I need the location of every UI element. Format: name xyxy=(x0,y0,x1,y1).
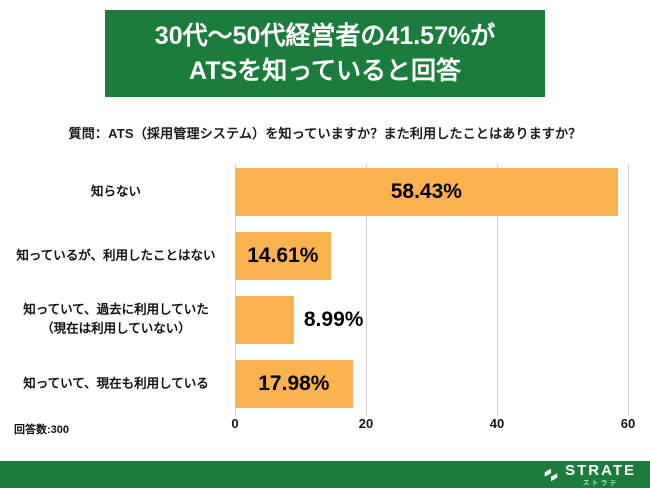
survey-question: 質問：ATS（採用管理システム）を知っていますか？また利用したことはありますか？ xyxy=(68,126,582,141)
grid-line xyxy=(496,164,498,416)
bar-row: 知っているが、利用したことはない 14.61% xyxy=(16,232,628,280)
x-axis-tick: 0 xyxy=(231,416,239,431)
headline-line2: ATSを知っていると回答 xyxy=(189,56,461,85)
bar-rows: 知らない 58.43% 知っているが、利用したことはない 14.61% 知ってい… xyxy=(16,168,628,408)
category-label-line1: 知っているが、利用したことはない xyxy=(16,248,216,263)
grid-line xyxy=(365,164,367,416)
category-label-line2: （現在は利用していない） xyxy=(41,322,191,336)
bar xyxy=(235,168,618,216)
strate-logo: STRATE ストラテ xyxy=(542,463,636,487)
x-axis-tick: 40 xyxy=(489,416,505,431)
bar xyxy=(235,296,294,344)
respondent-count: 回答数:300 xyxy=(14,424,70,436)
brand-subtitle: ストラテ xyxy=(582,479,619,487)
gridlines xyxy=(235,164,629,416)
bar-row: 知っていて、現在も利用している 17.98% xyxy=(23,360,628,408)
grid-line xyxy=(235,164,236,416)
x-axis-tick: 60 xyxy=(620,416,636,431)
category-label-line1: 知っていて、現在も利用している xyxy=(23,376,209,391)
strate-logo-text: STRATE ストラテ xyxy=(565,463,636,487)
footer-bar: STRATE ストラテ xyxy=(0,461,650,488)
category-label: 知っていて、現在も利用している xyxy=(7,374,235,393)
bar-chart: 知らない 58.43% 知っているが、利用したことはない 14.61% 知ってい… xyxy=(16,164,629,416)
strate-logo-icon xyxy=(542,466,560,484)
bar-value-label: 58.43% xyxy=(390,180,462,203)
bar-value-label: 8.99% xyxy=(303,308,364,331)
x-axis-tick: 20 xyxy=(358,416,374,431)
headline-banner: 30代～50代経営者の41.57%が ATSを知っていると回答 xyxy=(105,10,545,97)
category-label: 知っているが、利用したことはない xyxy=(7,246,235,265)
category-label-line1: 知っていて、過去に利用していた xyxy=(23,302,209,317)
bar xyxy=(235,232,331,280)
bar-row: 知らない 58.43% xyxy=(91,168,628,216)
x-axis: 0 20 40 60 xyxy=(231,416,635,434)
category-label: 知っていて、過去に利用していた （現在は利用していない） xyxy=(7,301,235,340)
bar-value-label: 17.98% xyxy=(258,372,330,395)
headline-line1: 30代～50代経営者の41.57%が xyxy=(154,22,496,50)
bar-value-label: 14.61% xyxy=(247,244,319,267)
grid-line xyxy=(628,164,629,416)
category-label-line1: 知らない xyxy=(90,184,141,199)
bar xyxy=(235,360,353,408)
category-label: 知らない xyxy=(7,182,235,201)
brand-name: STRATE xyxy=(565,461,636,479)
bar-row: 知っていて、過去に利用していた （現在は利用していない） 8.99% xyxy=(23,296,628,344)
